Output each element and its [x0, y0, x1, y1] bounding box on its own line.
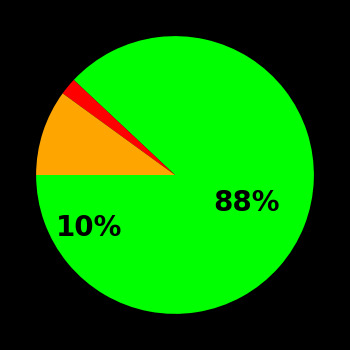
- Text: 10%: 10%: [56, 214, 122, 242]
- Text: 88%: 88%: [213, 189, 279, 217]
- Wedge shape: [36, 93, 175, 175]
- Wedge shape: [36, 36, 314, 314]
- Wedge shape: [63, 80, 175, 175]
